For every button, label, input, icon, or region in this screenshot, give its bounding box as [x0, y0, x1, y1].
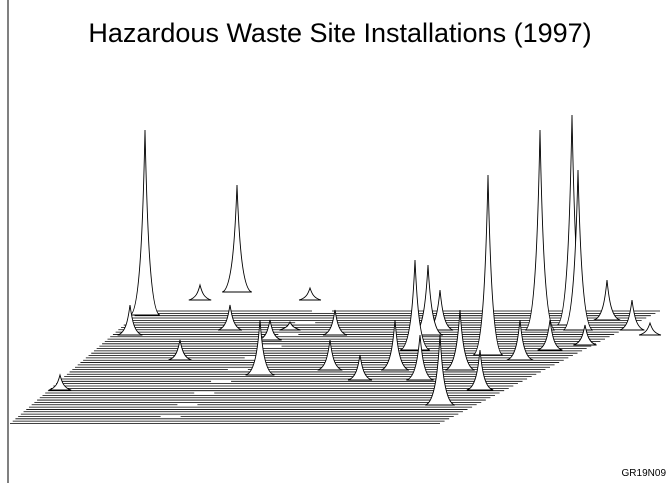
- peak: [217, 304, 243, 331]
- peak: [506, 319, 534, 361]
- peak: [322, 309, 348, 336]
- chart-title: Hazardous Waste Site Installations (1997…: [88, 18, 591, 48]
- peak: [562, 169, 594, 331]
- peak: [524, 129, 556, 331]
- peak: [380, 319, 410, 371]
- peak: [245, 319, 275, 376]
- peak: [188, 283, 212, 301]
- peak: [399, 259, 431, 351]
- peak: [168, 339, 192, 361]
- peak: [406, 334, 434, 381]
- peak: [445, 309, 475, 371]
- peak: [258, 319, 282, 341]
- peak: [317, 339, 343, 371]
- peak: [412, 264, 444, 336]
- peak: [347, 354, 373, 381]
- peak: [573, 324, 597, 346]
- footnote: GR19N09: [622, 468, 667, 479]
- peak: [638, 321, 662, 336]
- peak: [117, 304, 143, 336]
- peak: [619, 299, 645, 331]
- peak: [424, 334, 456, 406]
- peak: [221, 184, 253, 293]
- peak: [466, 349, 494, 391]
- surface: [10, 114, 662, 424]
- peak: [298, 286, 322, 301]
- peak: [48, 373, 72, 391]
- peak: [129, 129, 161, 316]
- peak: [472, 174, 504, 356]
- peak: [593, 279, 621, 321]
- peak: [537, 319, 563, 351]
- peak: [279, 320, 301, 331]
